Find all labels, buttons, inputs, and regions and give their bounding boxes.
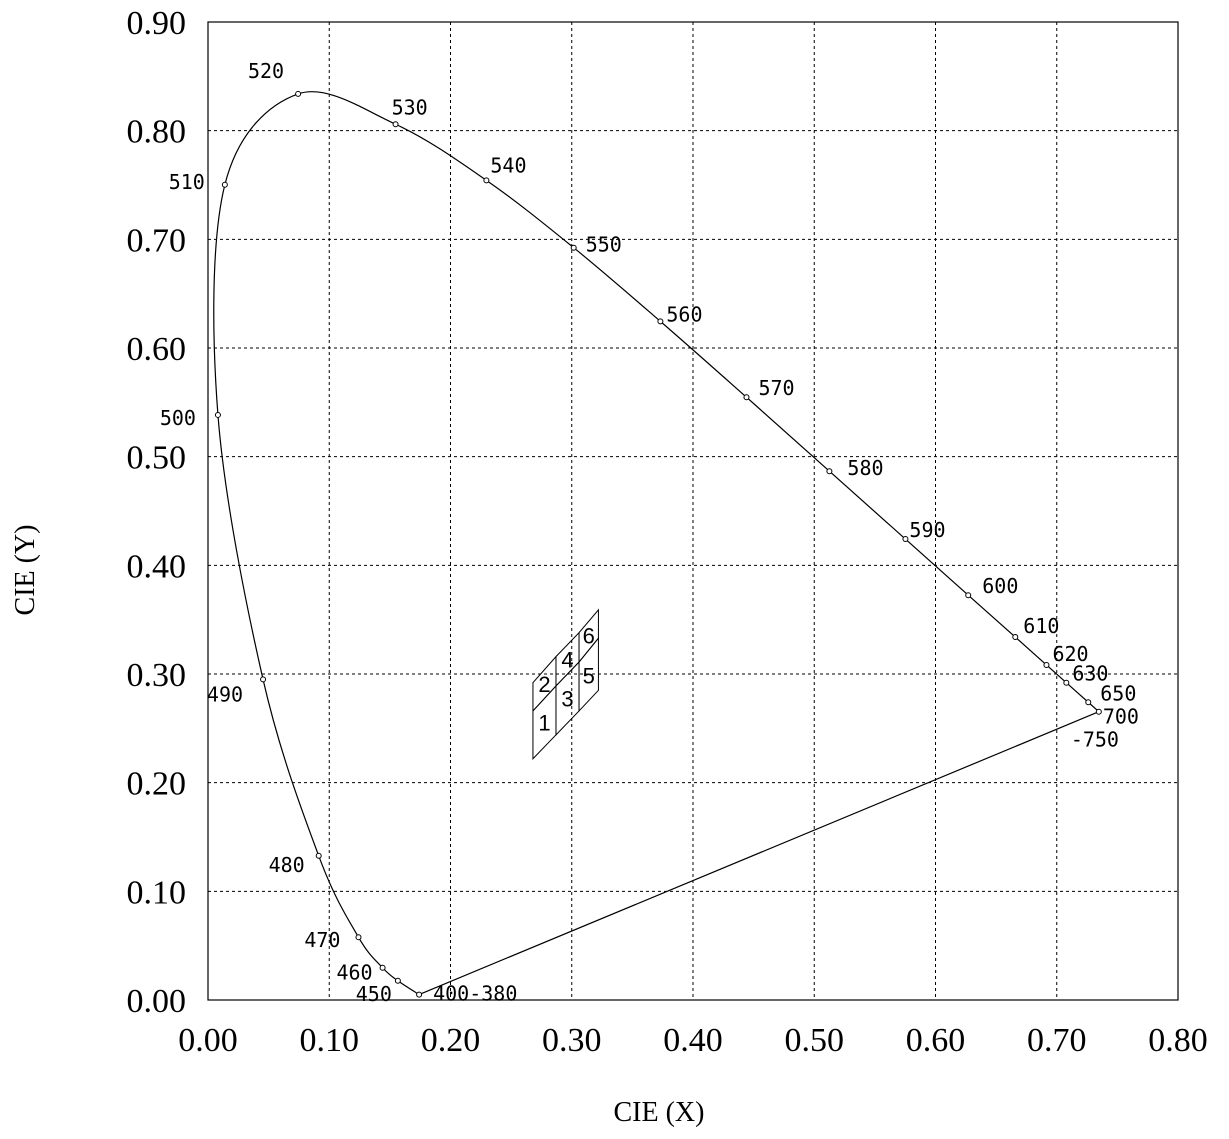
plot-frame: [207, 21, 1179, 1001]
locus-point: [221, 181, 228, 188]
bin-label: 5: [583, 663, 595, 688]
wavelength-label: 530: [392, 95, 428, 119]
wavelength-label: 520: [248, 59, 284, 83]
y-tick-label: 0.70: [127, 222, 187, 259]
y-axis-title: CIE (Y): [10, 525, 41, 616]
wavelength-label: 480: [269, 853, 305, 877]
bin-label: 6: [583, 624, 595, 649]
wavelength-label: 550: [586, 233, 622, 257]
locus-point: [295, 90, 302, 97]
bin-label: 2: [538, 672, 550, 697]
locus-point: [1012, 634, 1019, 641]
y-tick-label: 0.80: [127, 114, 187, 151]
locus-point: [965, 592, 972, 599]
locus-point: [392, 121, 399, 128]
x-tick-label: 0.80: [1148, 1022, 1208, 1059]
wavelength-label: 650: [1100, 681, 1136, 705]
wavelength-label: 560: [666, 302, 702, 326]
x-tick-label: 0.60: [906, 1022, 966, 1059]
y-tick-label: 0.20: [127, 766, 187, 803]
wavelength-label: 700: [1103, 705, 1139, 729]
spectral-locus: [213, 91, 1100, 996]
locus-point: [394, 977, 401, 984]
bin-label: 1: [538, 711, 550, 736]
wavelength-label: 510: [169, 170, 205, 194]
locus-point: [826, 468, 833, 475]
locus-point: [570, 244, 577, 251]
wavelength-label: 580: [847, 456, 883, 480]
locus-point: [260, 676, 267, 683]
wavelength-label: 500: [160, 406, 196, 430]
locus-point: [1063, 679, 1070, 686]
locus-point: [214, 411, 221, 418]
bin-label: 4: [561, 647, 573, 672]
x-tick-label: 0.00: [178, 1022, 238, 1059]
y-tick-label: 0.90: [127, 5, 187, 42]
x-tick-label: 0.10: [300, 1022, 360, 1059]
wavelength-label: 620: [1052, 642, 1088, 666]
wavelength-label: 450: [356, 982, 392, 1006]
x-tick-label: 0.30: [542, 1022, 602, 1059]
y-tick-label: 0.50: [127, 440, 187, 477]
bin-label: 3: [561, 686, 573, 711]
x-axis-ticks: 0.00 0.10 0.20 0.30 0.40 0.50 0.60 0.70 0.80: [178, 1022, 1208, 1059]
x-tick-label: 0.50: [785, 1022, 845, 1059]
y-tick-label: 0.10: [127, 874, 187, 911]
x-tick-label: 0.20: [421, 1022, 481, 1059]
chromaticity-bins: 1 23 45 6: [532, 608, 599, 760]
wavelength-label: 570: [758, 376, 794, 400]
wavelength-label: 630: [1072, 662, 1108, 686]
grid: [208, 22, 1178, 1000]
locus-point: [483, 177, 490, 184]
locus-point: [1085, 699, 1092, 706]
locus-point: [902, 536, 909, 543]
wavelength-label: 540: [490, 153, 526, 177]
locus-point: [1043, 661, 1050, 668]
y-tick-label: 0.30: [127, 657, 187, 694]
wavelength-label: 590: [909, 518, 945, 542]
wavelength-label: 470: [304, 928, 340, 952]
y-tick-label: 0.60: [127, 331, 187, 368]
y-tick-label: 0.00: [127, 983, 187, 1020]
wavelength-label: 400-380: [433, 982, 517, 1006]
x-axis-title: CIE (X): [614, 1097, 705, 1128]
locus-point: [315, 852, 322, 859]
bin-region: [578, 608, 599, 664]
locus-point: [657, 318, 664, 325]
y-tick-label: 0.40: [127, 548, 187, 585]
locus-point: [379, 964, 386, 971]
locus-point: [416, 991, 423, 998]
x-tick-label: 0.70: [1027, 1022, 1087, 1059]
x-tick-label: 0.40: [663, 1022, 723, 1059]
locus-point: [743, 394, 750, 401]
spectral-locus-line: [213, 91, 1100, 996]
y-axis-ticks: 0.00 0.10 0.20 0.30 0.40 0.50 0.60 0.70 0.80 0.90: [127, 5, 187, 1020]
wavelength-label: 460: [336, 961, 372, 985]
wavelength-label: -750: [1071, 728, 1119, 752]
locus-point: [355, 934, 362, 941]
wavelength-label: 610: [1023, 614, 1059, 638]
wavelength-label: 600: [982, 574, 1018, 598]
wavelength-label: 490: [207, 682, 243, 706]
locus-point: [1095, 708, 1102, 715]
